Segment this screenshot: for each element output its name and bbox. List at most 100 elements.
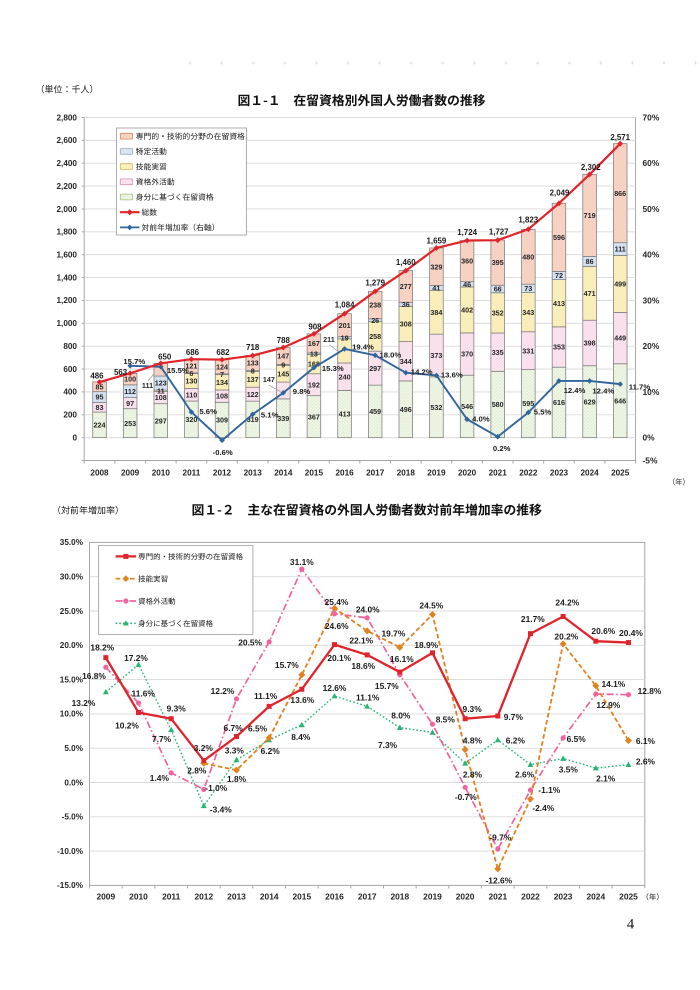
svg-text:30.0%: 30.0%	[60, 573, 84, 582]
svg-text:72: 72	[555, 271, 563, 280]
svg-text:20.2%: 20.2%	[554, 632, 578, 642]
svg-text:2019: 2019	[427, 469, 446, 478]
svg-text:122: 122	[247, 390, 259, 399]
svg-text:112: 112	[124, 387, 136, 396]
svg-text:2010: 2010	[129, 892, 148, 902]
svg-text:4.0%: 4.0%	[472, 414, 490, 423]
svg-text:277: 277	[400, 282, 412, 291]
svg-text:-5%: -5%	[643, 455, 658, 465]
svg-text:2017: 2017	[366, 469, 385, 478]
svg-text:13.2%: 13.2%	[72, 698, 96, 708]
svg-text:2025: 2025	[611, 469, 630, 478]
svg-text:1,400: 1,400	[57, 273, 78, 282]
svg-text:2019: 2019	[423, 892, 442, 902]
svg-text:719: 719	[584, 211, 596, 220]
svg-text:2.8%: 2.8%	[187, 766, 207, 776]
svg-text:9.3%: 9.3%	[463, 704, 483, 714]
svg-text:319: 319	[247, 415, 259, 424]
svg-text:13.6%: 13.6%	[441, 370, 463, 379]
svg-text:297: 297	[369, 364, 381, 373]
svg-text:10%: 10%	[643, 387, 660, 397]
svg-text:353: 353	[553, 343, 565, 352]
svg-text:10.2%: 10.2%	[115, 721, 139, 731]
svg-text:2.8%: 2.8%	[463, 770, 483, 780]
svg-text:335: 335	[492, 348, 504, 357]
svg-text:1,727: 1,727	[489, 228, 509, 237]
svg-text:60%: 60%	[643, 158, 660, 168]
svg-text:2012: 2012	[213, 469, 232, 478]
svg-text:18.0%: 18.0%	[380, 351, 402, 360]
svg-text:2008: 2008	[90, 469, 109, 478]
svg-text:16.8%: 16.8%	[82, 671, 106, 681]
svg-text:7.7%: 7.7%	[152, 734, 172, 744]
svg-text:167: 167	[308, 339, 320, 348]
svg-text:145: 145	[277, 369, 289, 378]
svg-text:15.3%: 15.3%	[322, 364, 344, 373]
svg-text:20.0%: 20.0%	[60, 641, 84, 650]
svg-text:629: 629	[584, 397, 596, 406]
svg-text:459: 459	[369, 407, 381, 416]
svg-text:595: 595	[522, 399, 534, 408]
svg-text:308: 308	[400, 320, 412, 329]
svg-text:24.6%: 24.6%	[325, 621, 349, 631]
svg-text:596: 596	[553, 233, 565, 242]
svg-text:1,000: 1,000	[57, 319, 78, 328]
svg-text:2009: 2009	[96, 892, 115, 902]
svg-text:19.4%: 19.4%	[352, 342, 374, 351]
svg-text:2023: 2023	[554, 892, 573, 902]
svg-text:134: 134	[216, 378, 228, 387]
svg-text:21.7%: 21.7%	[521, 614, 545, 624]
svg-text:14.2%: 14.2%	[411, 368, 433, 377]
svg-text:2015: 2015	[305, 469, 324, 478]
svg-text:2.6%: 2.6%	[636, 757, 656, 767]
svg-text:2,800: 2,800	[57, 113, 78, 122]
svg-text:2021: 2021	[489, 469, 508, 478]
svg-text:395: 395	[492, 258, 504, 267]
svg-text:718: 718	[246, 343, 260, 352]
svg-text:-3.4%: -3.4%	[210, 805, 232, 815]
svg-text:1.8%: 1.8%	[227, 774, 247, 784]
svg-text:238: 238	[369, 301, 381, 310]
svg-text:19.7%: 19.7%	[382, 628, 406, 638]
svg-text:2,000: 2,000	[57, 205, 78, 214]
svg-text:-5.0%: -5.0%	[62, 813, 84, 822]
svg-text:2013: 2013	[244, 469, 263, 478]
svg-text:339: 339	[277, 414, 289, 423]
svg-text:13: 13	[310, 349, 318, 358]
svg-text:14.1%: 14.1%	[602, 679, 626, 689]
svg-text:18.9%: 18.9%	[414, 640, 438, 650]
svg-text:-9.7%: -9.7%	[489, 832, 511, 842]
svg-text:19: 19	[341, 333, 349, 342]
svg-text:1,823: 1,823	[518, 216, 538, 225]
svg-text:402: 402	[461, 306, 473, 315]
svg-text:3.5%: 3.5%	[559, 765, 579, 775]
svg-text:2023: 2023	[550, 469, 569, 478]
svg-text:2010: 2010	[152, 469, 171, 478]
svg-text:97: 97	[126, 399, 134, 408]
svg-text:192: 192	[308, 380, 320, 389]
svg-text:2,302: 2,302	[581, 163, 601, 172]
svg-text:15.7%: 15.7%	[123, 357, 145, 366]
svg-text:200: 200	[63, 411, 77, 420]
svg-text:3.2%: 3.2%	[194, 743, 214, 753]
svg-text:400: 400	[63, 388, 77, 397]
svg-text:2020: 2020	[456, 892, 475, 902]
svg-text:15.5%: 15.5%	[167, 366, 189, 375]
svg-text:480: 480	[522, 252, 534, 261]
svg-text:2,571: 2,571	[610, 133, 630, 142]
svg-text:331: 331	[522, 346, 534, 355]
svg-text:413: 413	[553, 299, 565, 308]
svg-text:11.6%: 11.6%	[132, 689, 156, 699]
svg-text:2022: 2022	[521, 892, 540, 902]
svg-text:-0.6%: -0.6%	[213, 448, 233, 457]
svg-text:0.2%: 0.2%	[493, 444, 511, 453]
svg-text:83: 83	[96, 403, 104, 412]
svg-text:15.0%: 15.0%	[60, 675, 84, 684]
svg-text:320: 320	[185, 415, 197, 424]
svg-text:11.7%: 11.7%	[629, 382, 651, 391]
svg-text:8: 8	[251, 367, 255, 376]
svg-text:111: 111	[142, 381, 153, 390]
svg-text:35.0%: 35.0%	[60, 538, 84, 547]
svg-text:2009: 2009	[121, 469, 140, 478]
svg-text:15.7%: 15.7%	[375, 681, 399, 691]
